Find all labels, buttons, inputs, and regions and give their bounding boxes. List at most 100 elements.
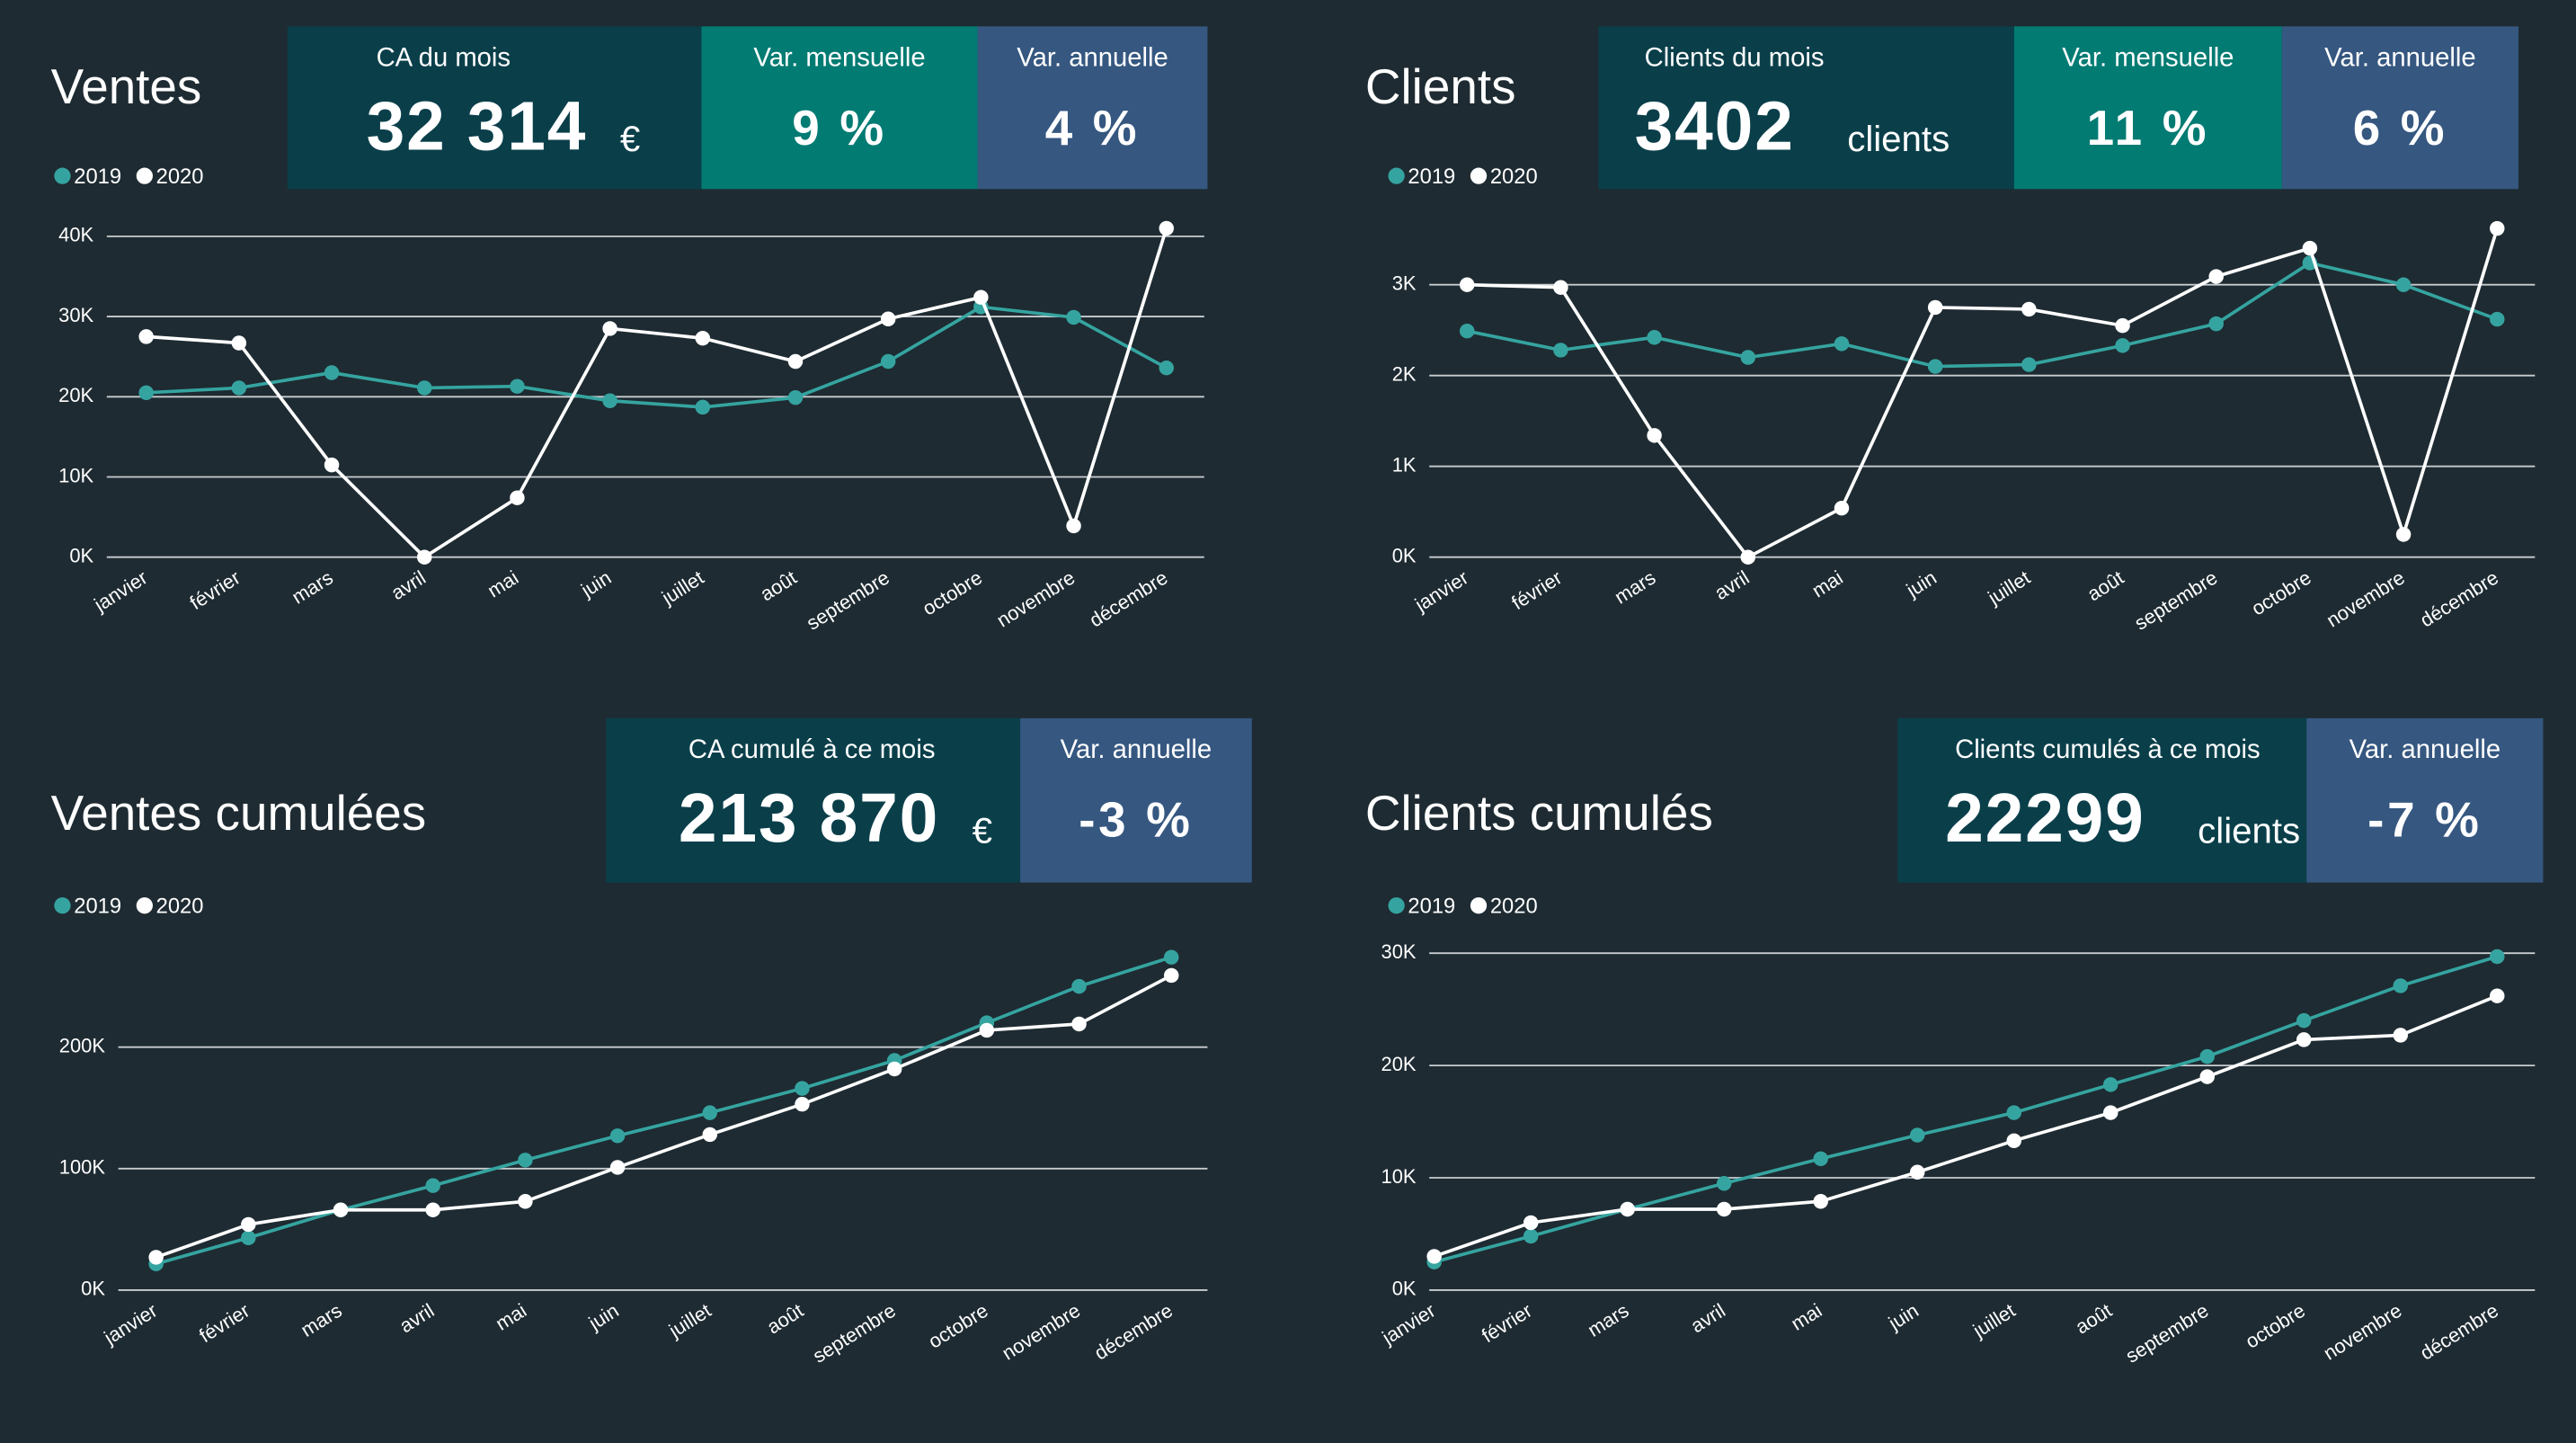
y-tick-label: 20K xyxy=(58,384,93,406)
data-point xyxy=(1813,1194,1828,1209)
data-point xyxy=(886,1061,902,1077)
y-tick-label: 40K xyxy=(58,224,93,246)
data-point xyxy=(695,330,711,346)
legend-marker xyxy=(54,897,71,914)
data-point xyxy=(2021,357,2037,372)
data-point xyxy=(1927,359,1943,374)
series-line xyxy=(1434,955,2498,1264)
kpi-card xyxy=(2281,26,2519,190)
data-point xyxy=(2115,338,2130,353)
data-point xyxy=(2103,1105,2119,1120)
data-point xyxy=(1460,277,1475,292)
data-point xyxy=(795,1081,810,1096)
data-point xyxy=(2199,1048,2215,1064)
data-point xyxy=(1740,549,1756,565)
data-point xyxy=(324,457,340,473)
data-point xyxy=(979,1022,995,1038)
legend-label: 2019 xyxy=(74,894,121,918)
data-point xyxy=(1553,280,1568,295)
kpi-label: CA du mois xyxy=(377,44,511,73)
data-point xyxy=(1164,949,1179,965)
data-point xyxy=(1164,967,1179,984)
kpi-value: 6 % xyxy=(2353,100,2447,156)
y-tick-label: 100K xyxy=(59,1156,106,1179)
kpi-value: 11 % xyxy=(2087,100,2210,156)
data-point xyxy=(2393,1028,2408,1043)
series-line xyxy=(1466,261,2498,369)
data-point xyxy=(1523,1215,1539,1231)
data-point xyxy=(417,549,432,565)
data-point xyxy=(2395,277,2412,292)
kpi-value: 9 % xyxy=(792,100,886,156)
data-point xyxy=(702,1105,718,1120)
y-tick-label: 3K xyxy=(1392,272,1417,294)
y-tick-label: 0K xyxy=(69,545,93,567)
series-line xyxy=(155,974,1173,1260)
kpi-value: 22299 xyxy=(1945,780,2145,857)
kpi-card xyxy=(2306,717,2544,883)
data-point xyxy=(2490,988,2505,1003)
data-point xyxy=(973,289,989,305)
kpi-label: Var. mensuelle xyxy=(2062,44,2234,73)
data-point xyxy=(602,321,617,336)
data-point xyxy=(2006,1133,2021,1149)
panel-title: Clients cumulés xyxy=(1365,785,1713,841)
kpi-value: 32 314 xyxy=(367,89,588,165)
kpi-card xyxy=(701,26,978,190)
data-point xyxy=(417,380,432,396)
data-point xyxy=(148,1250,164,1265)
kpi-value: 213 870 xyxy=(679,780,939,857)
data-point xyxy=(2490,311,2505,327)
data-point xyxy=(518,1153,533,1168)
kpi-label: CA cumulé à ce mois xyxy=(688,735,936,764)
data-point xyxy=(1460,323,1475,339)
series-line xyxy=(146,305,1168,409)
data-point xyxy=(787,389,804,405)
data-point xyxy=(1159,360,1174,376)
y-tick-label: 2K xyxy=(1392,362,1417,385)
data-point xyxy=(2393,978,2408,993)
y-tick-label: 10K xyxy=(58,464,93,486)
legend-label: 2020 xyxy=(156,165,204,189)
data-point xyxy=(1716,1201,1732,1217)
data-point xyxy=(1426,1249,1442,1264)
legend-marker xyxy=(136,167,153,184)
data-point xyxy=(2115,317,2130,334)
series-line xyxy=(1434,993,2498,1259)
data-point xyxy=(333,1202,349,1217)
data-point xyxy=(1740,350,1756,365)
data-point xyxy=(2021,301,2037,317)
data-point xyxy=(609,1160,626,1175)
data-point xyxy=(241,1216,256,1233)
y-tick-label: 30K xyxy=(1381,940,1417,963)
y-tick-label: 0K xyxy=(1392,1278,1417,1300)
kpi-card xyxy=(606,717,1021,883)
legend-marker xyxy=(1388,897,1405,914)
panel-title: Clients xyxy=(1365,58,1516,114)
kpi-value: -7 % xyxy=(2367,791,2482,847)
kpi-value: 3402 xyxy=(1635,89,1795,165)
legend-marker xyxy=(1470,897,1488,914)
data-point xyxy=(425,1202,440,1217)
legend-marker xyxy=(54,167,71,184)
data-point xyxy=(231,380,247,396)
data-point xyxy=(880,353,896,370)
kpi-label: Var. annuelle xyxy=(1017,44,1168,73)
legend-label: 2020 xyxy=(156,894,204,918)
data-point xyxy=(2208,316,2224,332)
legend-marker xyxy=(1470,167,1488,184)
y-tick-label: 30K xyxy=(58,304,93,326)
data-point xyxy=(1553,343,1568,358)
data-point xyxy=(1620,1201,1635,1217)
data-point xyxy=(510,379,525,394)
data-point xyxy=(1647,428,1662,443)
y-tick-label: 0K xyxy=(1392,545,1417,567)
data-point xyxy=(425,1178,440,1193)
data-point xyxy=(1927,299,1943,316)
y-tick-label: 20K xyxy=(1381,1053,1417,1075)
data-point xyxy=(1159,220,1174,236)
y-tick-label: 1K xyxy=(1392,454,1417,477)
data-point xyxy=(2296,1032,2312,1047)
legend-label: 2019 xyxy=(74,165,121,189)
